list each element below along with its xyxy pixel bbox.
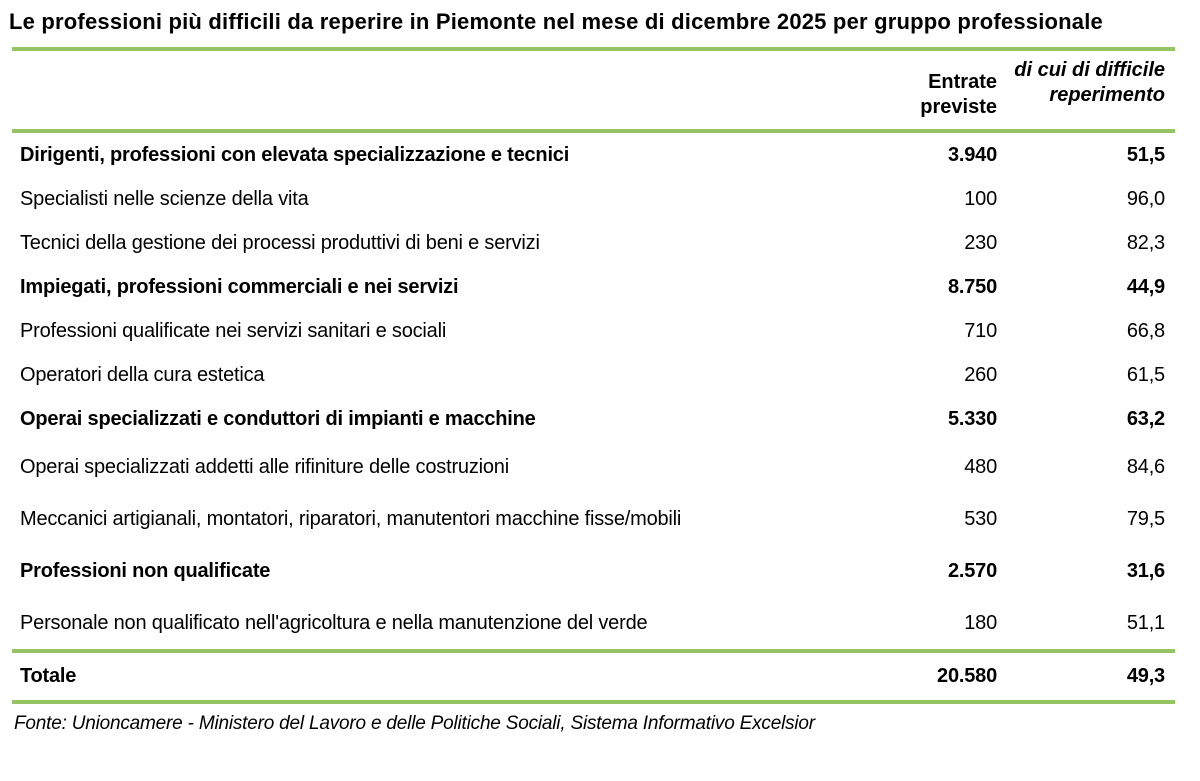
table-header-row: Entrate previste di cui di difficile rep… <box>0 51 1200 129</box>
column-header-difficile-reperimento: di cui di difficile reperimento <box>1014 59 1165 107</box>
row-difficile-value: 84,6 <box>1126 455 1165 478</box>
row-entrate-value: 710 <box>964 319 997 342</box>
row-difficile-value: 51,1 <box>1126 611 1165 634</box>
row-entrate-value: 530 <box>964 507 997 530</box>
row-label: Specialisti nelle scienze della vita <box>20 187 309 210</box>
row-difficile-value: 31,6 <box>1126 559 1165 582</box>
row-entrate-value: 8.750 <box>947 275 997 298</box>
row-difficile-value: 61,5 <box>1126 363 1165 386</box>
row-label: Professioni qualificate nei servizi sani… <box>20 319 447 342</box>
row-label: Operatori della cura estetica <box>20 363 265 386</box>
table-row: Operatori della cura estetica 260 61,5 <box>0 353 1200 397</box>
row-entrate-value: 480 <box>964 455 997 478</box>
row-entrate-value: 5.330 <box>947 407 997 430</box>
table-row: Tecnici della gestione dei processi prod… <box>0 221 1200 265</box>
source-note: Fonte: Unioncamere - Ministero del Lavor… <box>14 713 815 735</box>
page-title: Le professioni più difficili da reperire… <box>9 9 1103 34</box>
row-entrate-value: 180 <box>964 611 997 634</box>
row-label: Personale non qualificato nell'agricoltu… <box>20 611 648 634</box>
divider-above-total <box>12 649 1175 654</box>
row-difficile-value: 66,8 <box>1126 319 1165 342</box>
row-label: Dirigenti, professioni con elevata speci… <box>20 143 570 166</box>
divider-below-total <box>12 700 1175 705</box>
total-label: Totale <box>20 665 77 688</box>
row-difficile-value: 51,5 <box>1126 143 1165 166</box>
divider-under-header <box>12 129 1175 134</box>
table-row: Impiegati, professioni commerciali e nei… <box>0 265 1200 309</box>
row-label: Tecnici della gestione dei processi prod… <box>20 231 540 254</box>
table-row: Operai specializzati e conduttori di imp… <box>0 397 1200 441</box>
row-label: Impiegati, professioni commerciali e nei… <box>20 275 459 298</box>
row-entrate-value: 260 <box>964 363 997 386</box>
table-row: Professioni qualificate nei servizi sani… <box>0 309 1200 353</box>
table-total-row: Totale 20.580 49,3 <box>0 653 1200 700</box>
row-difficile-value: 82,3 <box>1126 231 1165 254</box>
row-label: Meccanici artigianali, montatori, ripara… <box>20 507 682 530</box>
row-entrate-value: 100 <box>964 187 997 210</box>
row-difficile-value: 63,2 <box>1126 407 1165 430</box>
total-difficile-value: 49,3 <box>1126 665 1165 688</box>
table-row: Dirigenti, professioni con elevata speci… <box>0 133 1200 177</box>
row-difficile-value: 96,0 <box>1126 187 1165 210</box>
row-label: Operai specializzati addetti alle rifini… <box>20 455 509 478</box>
row-entrate-value: 230 <box>964 231 997 254</box>
row-label: Operai specializzati e conduttori di imp… <box>20 407 536 430</box>
row-entrate-value: 3.940 <box>947 143 997 166</box>
table-row: Personale non qualificato nell'agricoltu… <box>0 597 1200 649</box>
table-row: Operai specializzati addetti alle rifini… <box>0 441 1200 493</box>
table-body: Dirigenti, professioni con elevata speci… <box>0 133 1200 649</box>
column-header-entrate-previste: Entrate previste <box>920 71 997 119</box>
row-difficile-value: 79,5 <box>1126 507 1165 530</box>
table-row: Professioni non qualificate 2.570 31,6 <box>0 545 1200 597</box>
table-row: Specialisti nelle scienze della vita 100… <box>0 177 1200 221</box>
total-entrate-value: 20.580 <box>937 665 997 688</box>
divider-under-title <box>12 47 1175 52</box>
row-entrate-value: 2.570 <box>947 559 997 582</box>
row-label: Professioni non qualificate <box>20 559 271 582</box>
row-difficile-value: 44,9 <box>1126 275 1165 298</box>
table-row: Meccanici artigianali, montatori, ripara… <box>0 493 1200 545</box>
